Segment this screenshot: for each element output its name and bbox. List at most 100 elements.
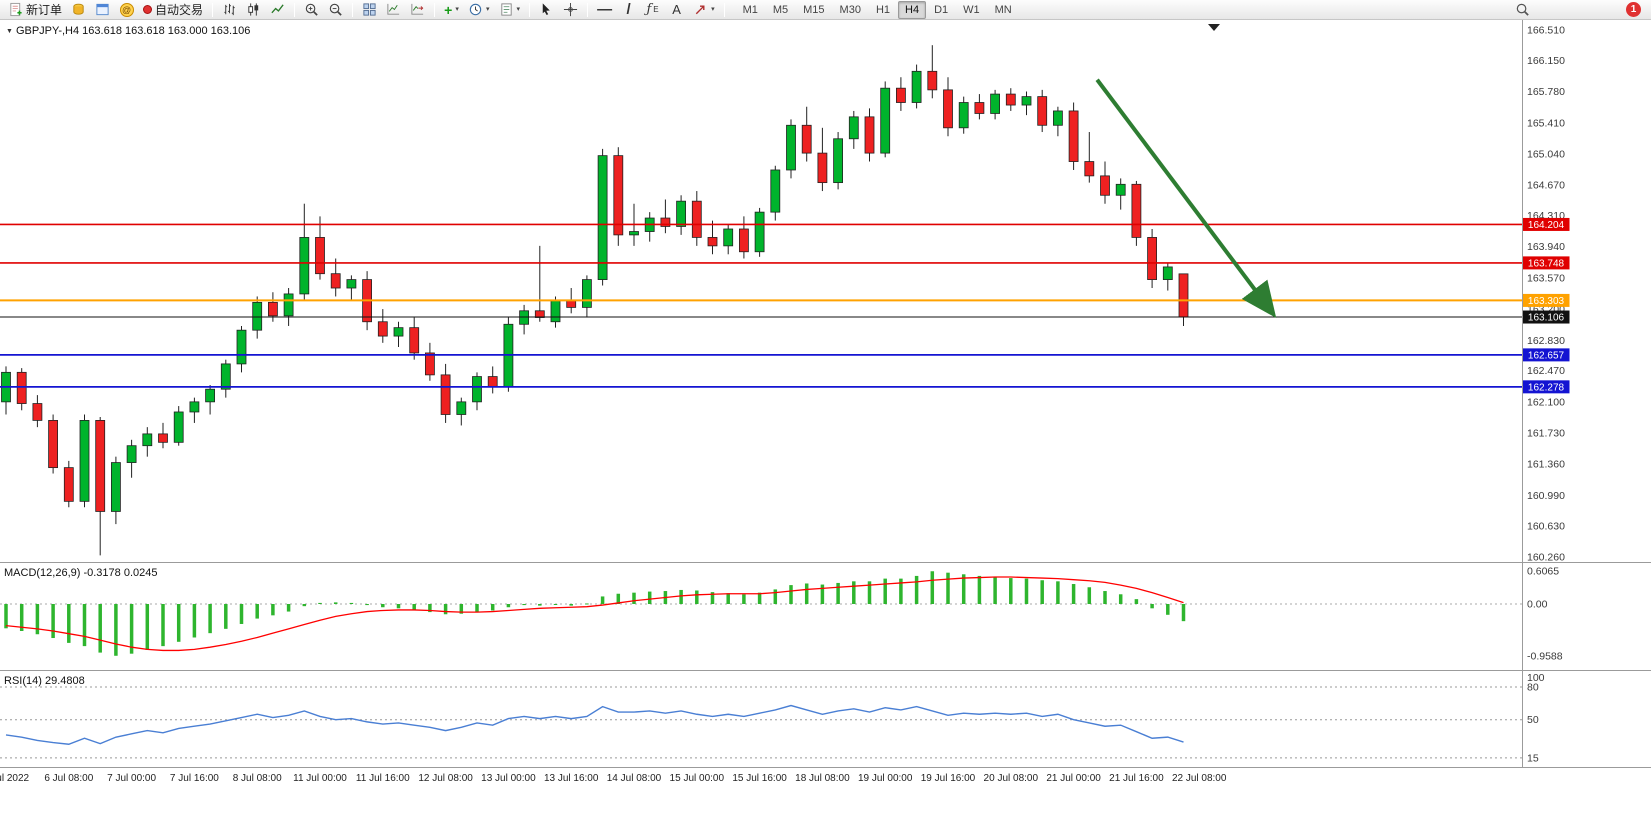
toolbar-separator xyxy=(212,2,214,17)
timeframe-button-h4[interactable]: H4 xyxy=(898,0,927,19)
text-tool-button[interactable]: A xyxy=(665,1,688,19)
svg-text:0.6065: 0.6065 xyxy=(1527,566,1559,578)
main-toolbar: 新订单 @ 自动交易 xyxy=(0,0,1651,20)
horizontal-line-tool-button[interactable]: — xyxy=(593,1,616,19)
support-line-2[interactable]: 162.278 xyxy=(0,380,1570,394)
svg-text:11 Jul 00:00: 11 Jul 00:00 xyxy=(293,773,347,784)
macd-histogram-bar xyxy=(569,604,573,606)
svg-text:163.106: 163.106 xyxy=(1528,313,1565,324)
svg-text:162.657: 162.657 xyxy=(1528,350,1565,361)
community-button[interactable]: @ xyxy=(115,1,138,19)
zoom-out-button[interactable] xyxy=(324,1,347,19)
community-icon: @ xyxy=(119,2,134,17)
auto-scroll-icon xyxy=(387,3,400,15)
macd-histogram-bar xyxy=(475,604,479,612)
bar-chart-mode-button[interactable] xyxy=(218,1,241,19)
trendline-icon: / xyxy=(626,1,631,18)
macd-histogram-bar xyxy=(742,594,746,604)
market-watch-button[interactable] xyxy=(67,1,90,19)
svg-text:19 Jul 16:00: 19 Jul 16:00 xyxy=(921,773,976,784)
tile-windows-icon xyxy=(363,3,376,16)
macd-histogram-bar xyxy=(1009,578,1013,604)
macd-histogram-bar xyxy=(51,604,55,639)
support-line-1[interactable]: 162.657 xyxy=(0,348,1570,362)
svg-text:80: 80 xyxy=(1527,682,1539,694)
trendline-tool-button[interactable]: / xyxy=(617,1,640,19)
data-window-button[interactable] xyxy=(91,1,114,19)
resistance-line-1[interactable]: 164.204 xyxy=(0,217,1570,231)
symbol-ohlc-text: GBPJPY-,H4 163.618 163.618 163.000 163.1… xyxy=(15,25,251,37)
svg-text:162.100: 162.100 xyxy=(1527,396,1565,408)
search-button[interactable] xyxy=(1511,1,1534,19)
chart-shift-icon xyxy=(411,3,424,15)
macd-histogram-bar xyxy=(1071,584,1076,604)
auto-scroll-button[interactable] xyxy=(382,1,405,19)
macd-histogram-bar xyxy=(1056,581,1060,604)
timeframe-button-w1[interactable]: W1 xyxy=(956,1,987,19)
template-button[interactable]: ▾ xyxy=(495,1,525,19)
macd-histogram-bar xyxy=(961,574,966,604)
macd-histogram-bar xyxy=(647,591,652,604)
trend-arrow-annotation[interactable] xyxy=(1095,78,1277,319)
tile-windows-button[interactable] xyxy=(358,1,381,19)
svg-text:15 Jul 00:00: 15 Jul 00:00 xyxy=(670,773,725,784)
timeframe-button-h1[interactable]: H1 xyxy=(869,1,897,19)
timeframe-button-m15[interactable]: M15 xyxy=(796,1,831,19)
scroll-to-end-marker[interactable] xyxy=(1208,24,1220,31)
crosshair-tool-button[interactable] xyxy=(559,1,582,19)
svg-text:-0.9588: -0.9588 xyxy=(1527,650,1563,662)
svg-text:160.990: 160.990 xyxy=(1527,490,1565,502)
template-icon xyxy=(500,3,512,16)
macd-histogram-bar xyxy=(1024,578,1029,604)
timeframe-button-d1[interactable]: D1 xyxy=(927,1,955,19)
zoom-in-icon xyxy=(305,3,318,16)
svg-text:165.040: 165.040 xyxy=(1527,148,1565,160)
macd-histogram-bar xyxy=(271,604,275,616)
svg-text:6 Jul 08:00: 6 Jul 08:00 xyxy=(44,773,93,784)
new-order-icon xyxy=(10,2,22,17)
period-button[interactable]: ▾ xyxy=(464,1,494,19)
chart-shift-button[interactable] xyxy=(406,1,429,19)
macd-histogram-bar xyxy=(946,572,950,604)
macd-histogram-bar xyxy=(820,584,825,604)
svg-text:19 Jul 00:00: 19 Jul 00:00 xyxy=(858,773,913,784)
macd-histogram-bar xyxy=(632,592,636,604)
cursor-tool-button[interactable] xyxy=(535,1,558,19)
macd-histogram-bar xyxy=(506,604,511,608)
toolbar-separator xyxy=(723,2,725,17)
macd-histogram-bar xyxy=(883,578,887,604)
svg-text:164.204: 164.204 xyxy=(1528,220,1565,231)
macd-histogram-bar xyxy=(192,604,197,638)
arrows-tool-button[interactable]: ▾ xyxy=(689,1,719,19)
pivot-line-orange[interactable]: 163.303 xyxy=(0,293,1570,307)
timeframe-button-m5[interactable]: M5 xyxy=(766,1,795,19)
candlestick-mode-button[interactable] xyxy=(242,1,265,19)
line-chart-mode-button[interactable] xyxy=(266,1,289,19)
macd-histogram-bar xyxy=(695,590,699,604)
new-order-button[interactable]: 新订单 xyxy=(4,1,66,19)
autotrade-button[interactable]: 自动交易 xyxy=(139,1,207,19)
zoom-in-button[interactable] xyxy=(300,1,323,19)
timeframe-button-m30[interactable]: M30 xyxy=(833,1,868,19)
resistance-line-2[interactable]: 163.748 xyxy=(0,256,1570,270)
macd-histogram-bar xyxy=(757,592,762,604)
rsi-line xyxy=(5,704,1184,745)
svg-text:21 Jul 16:00: 21 Jul 16:00 xyxy=(1109,773,1164,784)
bar-chart-icon xyxy=(224,3,235,16)
svg-text:162.470: 162.470 xyxy=(1527,365,1565,377)
fibonacci-icon: ƒ xyxy=(646,2,652,17)
svg-text:50: 50 xyxy=(1527,714,1539,726)
macd-indicator-label: MACD(12,26,9) -0.3178 0.0245 xyxy=(4,567,157,579)
autotrade-status-icon xyxy=(143,5,153,14)
svg-text:160.630: 160.630 xyxy=(1527,520,1565,532)
add-indicator-button[interactable]: + ▾ xyxy=(440,1,463,19)
macd-label-text: MACD(12,26,9) -0.3178 0.0245 xyxy=(4,567,158,579)
timeframe-button-m1[interactable]: M1 xyxy=(736,1,765,19)
svg-text:165.780: 165.780 xyxy=(1527,86,1565,98)
search-icon xyxy=(1516,3,1529,16)
notification-badge[interactable]: 1 xyxy=(1626,2,1641,17)
macd-histogram-bar xyxy=(1118,594,1123,604)
timeframe-button-mn[interactable]: MN xyxy=(988,1,1019,19)
